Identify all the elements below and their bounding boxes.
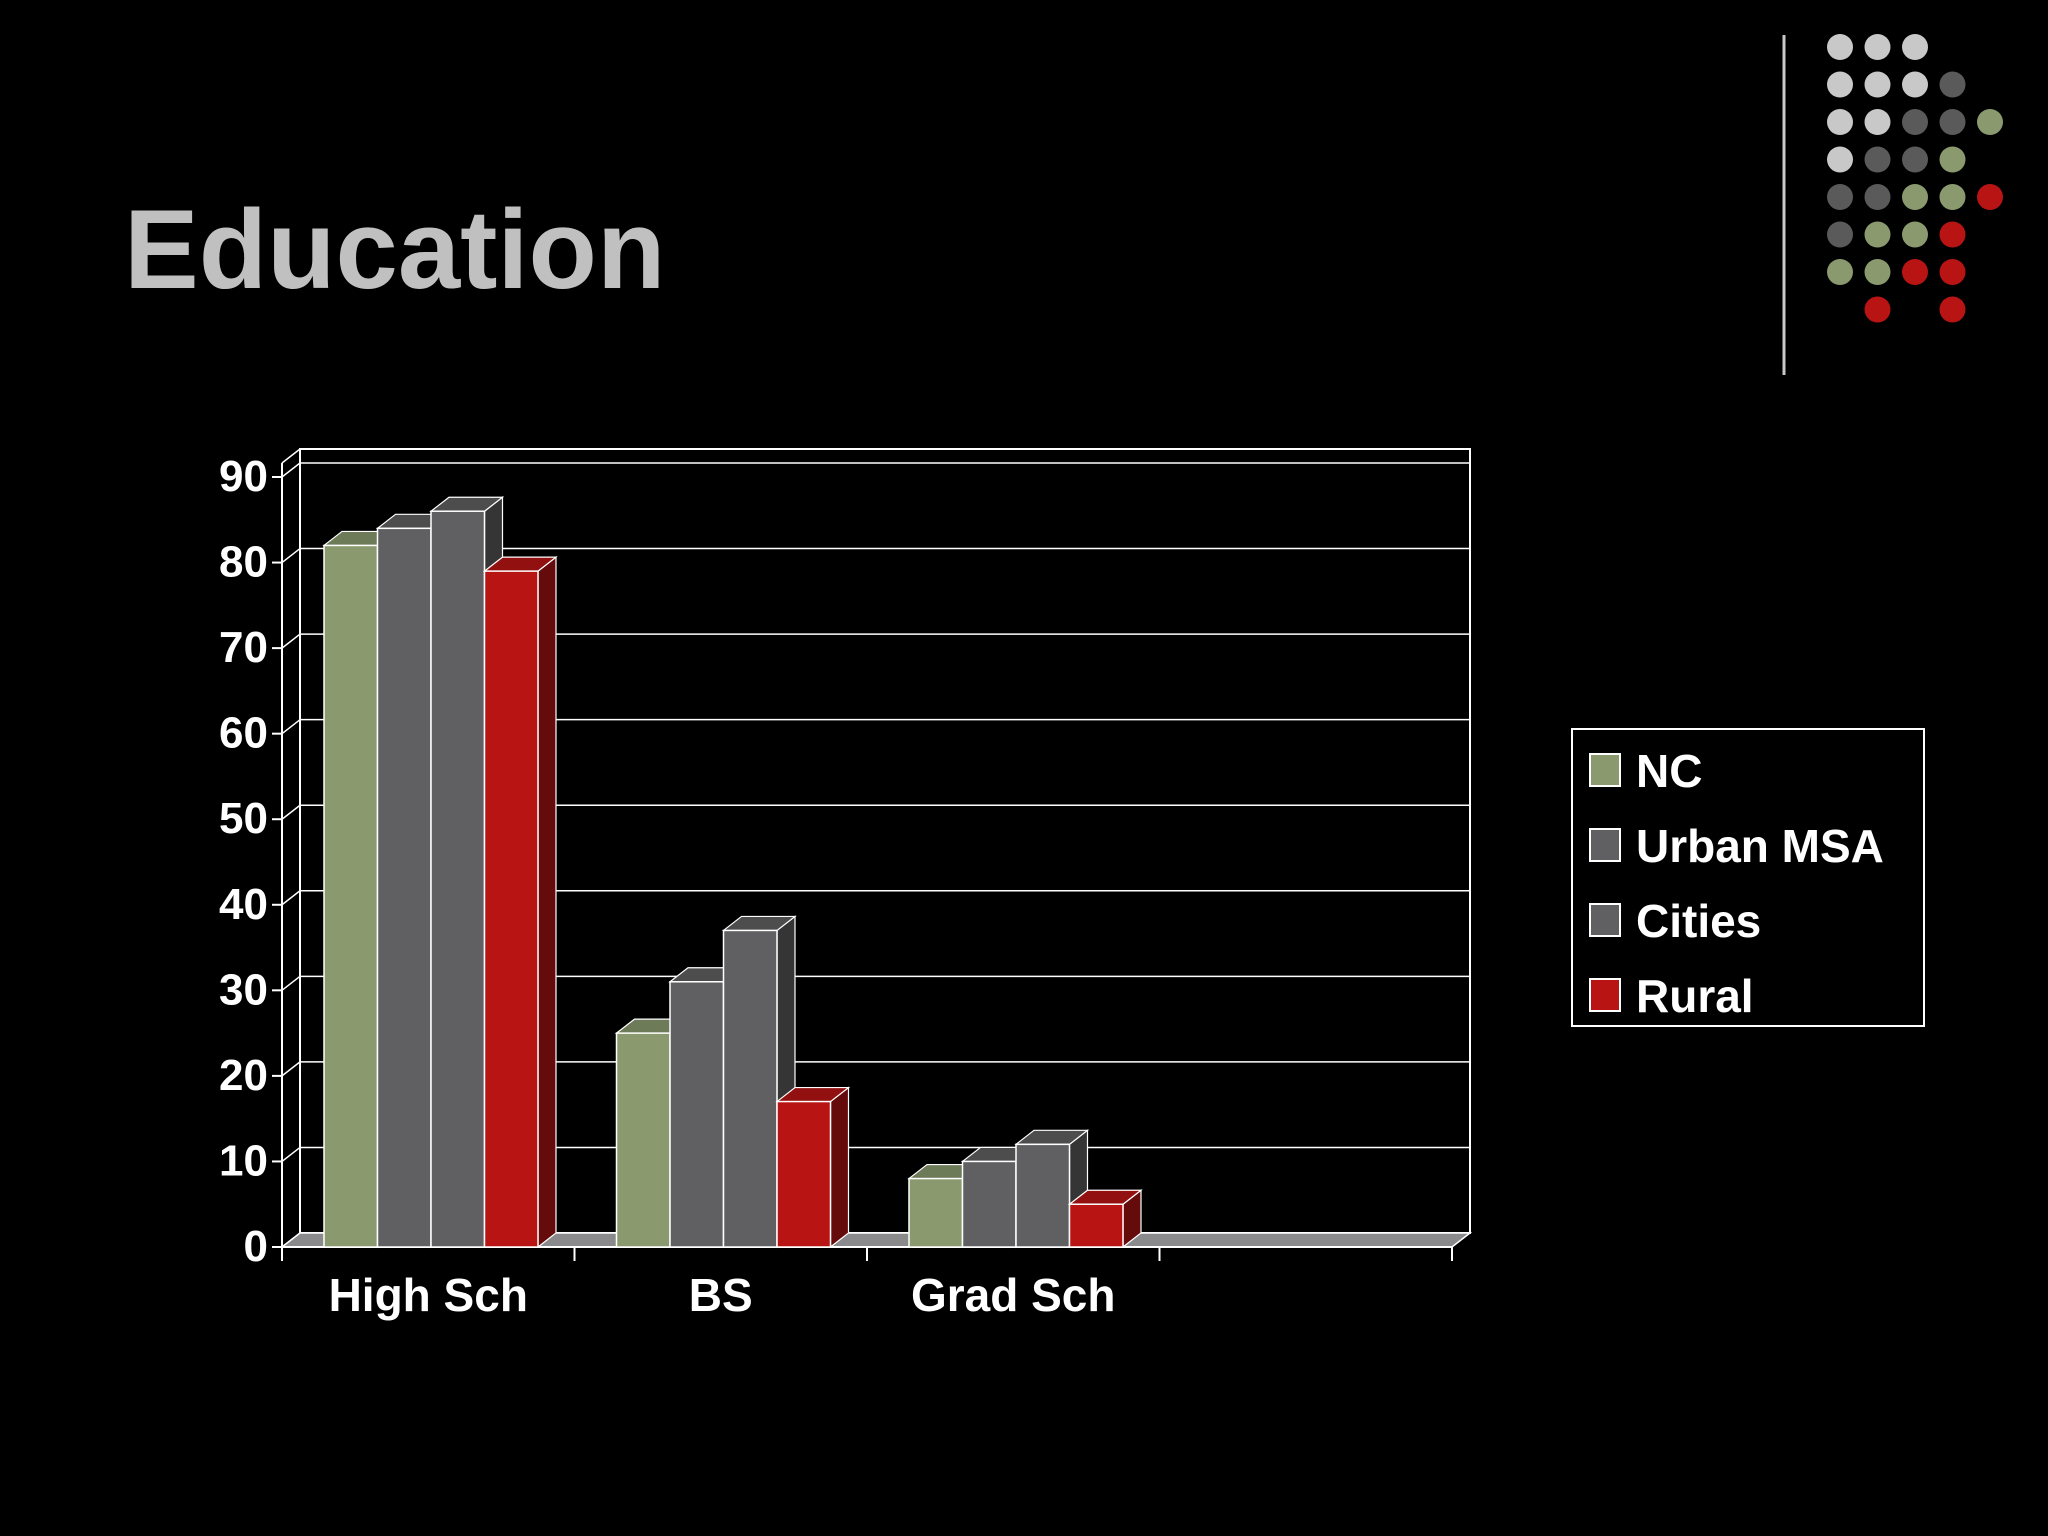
decorative-dot bbox=[1827, 221, 1853, 248]
y-tick-label: 30 bbox=[219, 965, 268, 1014]
bar-side bbox=[537, 555, 557, 1249]
decorative-dot bbox=[1939, 296, 1966, 323]
slide-title: Education bbox=[124, 187, 666, 312]
bar-front bbox=[908, 1177, 964, 1248]
decorative-dot bbox=[1864, 109, 1891, 135]
decorative-dot bbox=[1939, 71, 1966, 98]
decorative-dot bbox=[1939, 184, 1966, 210]
legend-label: Urban MSA bbox=[1636, 820, 1884, 872]
decorative-dot bbox=[1977, 109, 2003, 135]
gridline-depth bbox=[281, 804, 301, 820]
y-tick-label: 20 bbox=[219, 1051, 268, 1100]
decorative-dot bbox=[1864, 71, 1891, 98]
gridline-depth bbox=[281, 890, 301, 906]
legend-swatch bbox=[1589, 753, 1621, 787]
bar-front bbox=[1015, 1143, 1071, 1248]
decorative-dot bbox=[1902, 109, 1928, 135]
bar bbox=[1067, 1188, 1143, 1249]
decorative-dot bbox=[1864, 296, 1891, 323]
bar-front bbox=[376, 527, 432, 1248]
decorative-dot bbox=[1827, 259, 1853, 285]
legend-swatch bbox=[1589, 903, 1621, 937]
decorative-dot bbox=[1939, 146, 1966, 173]
decorative-dot bbox=[1977, 184, 2003, 210]
gridline-depth bbox=[281, 1146, 301, 1163]
y-tick-label: 70 bbox=[219, 623, 268, 672]
decorative-dot bbox=[1939, 109, 1966, 135]
y-tick-label: 0 bbox=[244, 1222, 268, 1271]
gridline-depth bbox=[281, 1061, 301, 1077]
y-tick-label: 40 bbox=[219, 880, 268, 929]
decorative-dot bbox=[1864, 184, 1891, 210]
bar-front bbox=[776, 1100, 832, 1248]
y-tick-label: 10 bbox=[219, 1136, 268, 1185]
bar bbox=[775, 1086, 851, 1249]
bar-front bbox=[669, 981, 725, 1248]
bar-front bbox=[961, 1160, 1017, 1248]
decorative-dot bbox=[1827, 109, 1853, 135]
decorative-dot bbox=[1827, 146, 1853, 173]
decorative-dot bbox=[1902, 34, 1928, 60]
gridline-depth bbox=[281, 462, 301, 478]
legend-box bbox=[1571, 728, 1925, 1027]
bar-front bbox=[615, 1032, 671, 1248]
gridline-depth bbox=[281, 975, 301, 991]
decorative-dot bbox=[1939, 221, 1966, 248]
decorative-dot bbox=[1902, 221, 1928, 248]
decorative-dots bbox=[1782, 34, 2003, 375]
decorative-dot bbox=[1864, 146, 1891, 173]
gridline-depth bbox=[281, 719, 301, 735]
y-tick-label: 90 bbox=[219, 452, 268, 501]
bar-front bbox=[483, 570, 539, 1248]
side-wall-top bbox=[281, 448, 301, 464]
y-tick-label: 60 bbox=[219, 709, 268, 758]
decorative-dot bbox=[1902, 146, 1928, 173]
category-label: High Sch bbox=[329, 1269, 528, 1321]
bar-front bbox=[430, 510, 486, 1248]
decorative-dot bbox=[1827, 184, 1853, 210]
bar-side bbox=[829, 1086, 850, 1249]
legend-label: NC bbox=[1636, 745, 1702, 797]
plot-area: 0 10 20 30 40 50 60 70 80 90 bbox=[219, 448, 1473, 1271]
gridline-depth bbox=[281, 547, 301, 564]
y-tick-label: 80 bbox=[219, 538, 268, 587]
legend-label: Rural bbox=[1636, 970, 1754, 1022]
gridline-depth bbox=[281, 633, 301, 649]
y-tick-label: 50 bbox=[219, 794, 268, 843]
decorative-dot bbox=[1864, 259, 1891, 285]
decorative-dot bbox=[1902, 259, 1928, 285]
decorative-dot bbox=[1827, 71, 1853, 98]
decorative-dot bbox=[1864, 34, 1891, 60]
decorative-dot bbox=[1864, 221, 1891, 248]
bar-front bbox=[323, 544, 379, 1248]
decorative-dot bbox=[1902, 71, 1928, 98]
legend-swatch bbox=[1589, 828, 1621, 862]
legend-swatch bbox=[1589, 978, 1621, 1012]
category-label: BS bbox=[689, 1269, 753, 1321]
bar bbox=[1014, 1129, 1090, 1249]
bar bbox=[482, 555, 558, 1249]
decorative-dot bbox=[1902, 184, 1928, 210]
legend-label: Cities bbox=[1636, 895, 1761, 947]
decorative-dot bbox=[1939, 259, 1966, 285]
decorative-dot bbox=[1827, 34, 1853, 60]
bars bbox=[322, 495, 1143, 1249]
category-label: Grad Sch bbox=[911, 1269, 1116, 1321]
bar-front bbox=[722, 929, 778, 1248]
legend: NC Urban MSA Cities Rural bbox=[1571, 728, 1925, 1027]
bar-front bbox=[1068, 1203, 1124, 1248]
